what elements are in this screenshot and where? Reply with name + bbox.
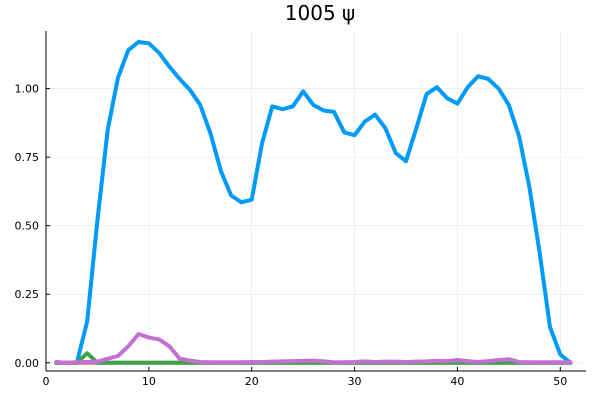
series-1-line [54, 39, 573, 365]
x-tick-label: 20 [245, 375, 259, 388]
x-tick-label: 0 [43, 375, 50, 388]
x-tick-label: 10 [142, 375, 156, 388]
chart-title: 1005 ψ [285, 1, 355, 25]
series-4-line [54, 331, 573, 365]
y-tick-label: 0.75 [15, 151, 40, 164]
axes [45, 31, 586, 372]
x-tick-label: 50 [553, 375, 567, 388]
y-tick-label: 0.50 [15, 220, 40, 233]
tick-labels: 0 10 20 30 40 50 0.00 0.25 0.50 0.75 1.00 [15, 83, 568, 388]
y-tick-label: 1.00 [15, 83, 40, 96]
y-tick-label: 0.00 [15, 357, 40, 370]
x-tick-label: 40 [450, 375, 464, 388]
y-tick-label: 0.25 [15, 288, 40, 301]
grid [45, 31, 586, 371]
series-layer [54, 39, 573, 365]
x-tick-label: 30 [348, 375, 362, 388]
